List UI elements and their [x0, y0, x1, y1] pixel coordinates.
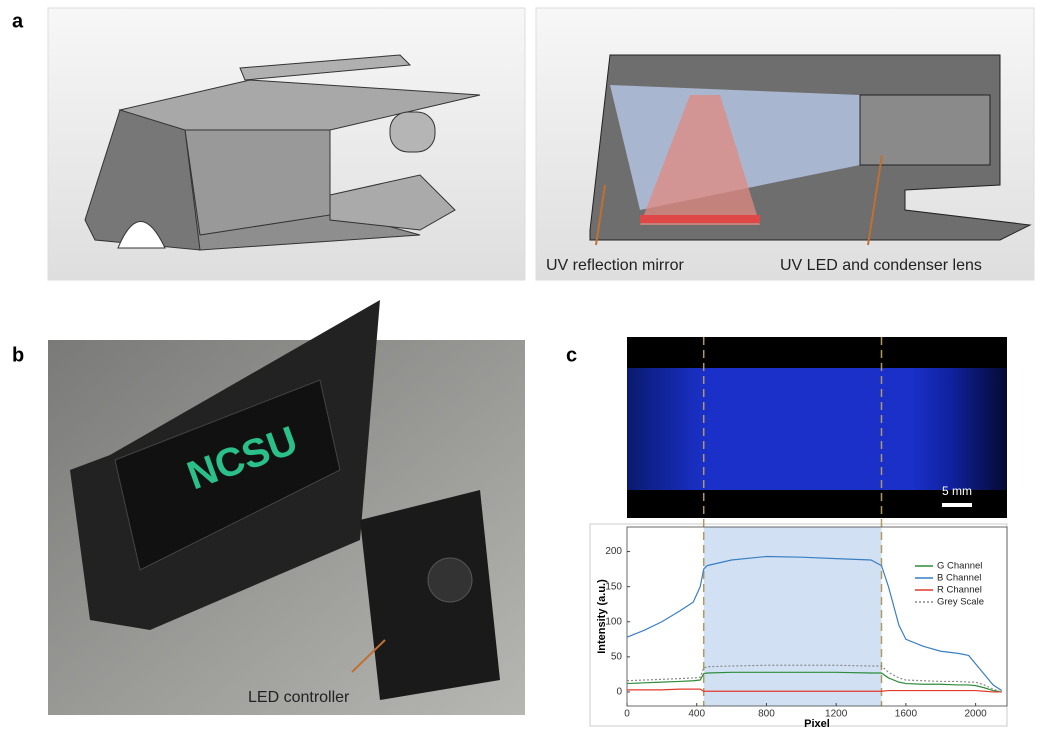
y-tick-label: 50: [611, 652, 623, 663]
annotation: UV reflection mirror: [546, 257, 684, 274]
photo: NCSU: [48, 300, 525, 715]
x-tick-label: 1600: [895, 709, 918, 720]
y-axis-label: Intensity (a.u.): [596, 579, 608, 654]
panel-label: c: [566, 344, 577, 366]
x-tick-label: 2000: [964, 709, 987, 720]
y-tick-label: 200: [605, 546, 622, 557]
figure: a b c UV reflection mirror UV LED and co…: [0, 0, 1047, 729]
x-axis-label: Pixel: [804, 718, 830, 729]
highlight-region: [704, 527, 882, 706]
cad-section: [536, 8, 1034, 280]
x-tick-label: 400: [688, 709, 705, 720]
x-tick-label: 0: [624, 709, 630, 720]
y-tick-label: 0: [616, 687, 622, 698]
annotation: UV LED and condenser lens: [780, 257, 982, 274]
cad-render: [48, 8, 525, 280]
legend-label: B Channel: [937, 573, 981, 584]
annotation: LED controller: [248, 689, 350, 706]
x-tick-label: 800: [758, 709, 775, 720]
panel-label: b: [12, 344, 24, 366]
legend-label: G Channel: [937, 561, 982, 572]
legend-label: Grey Scale: [937, 597, 984, 608]
panel-label: a: [12, 10, 24, 32]
scale-bar-label: 5 mm: [942, 484, 972, 498]
legend-label: R Channel: [937, 585, 982, 596]
